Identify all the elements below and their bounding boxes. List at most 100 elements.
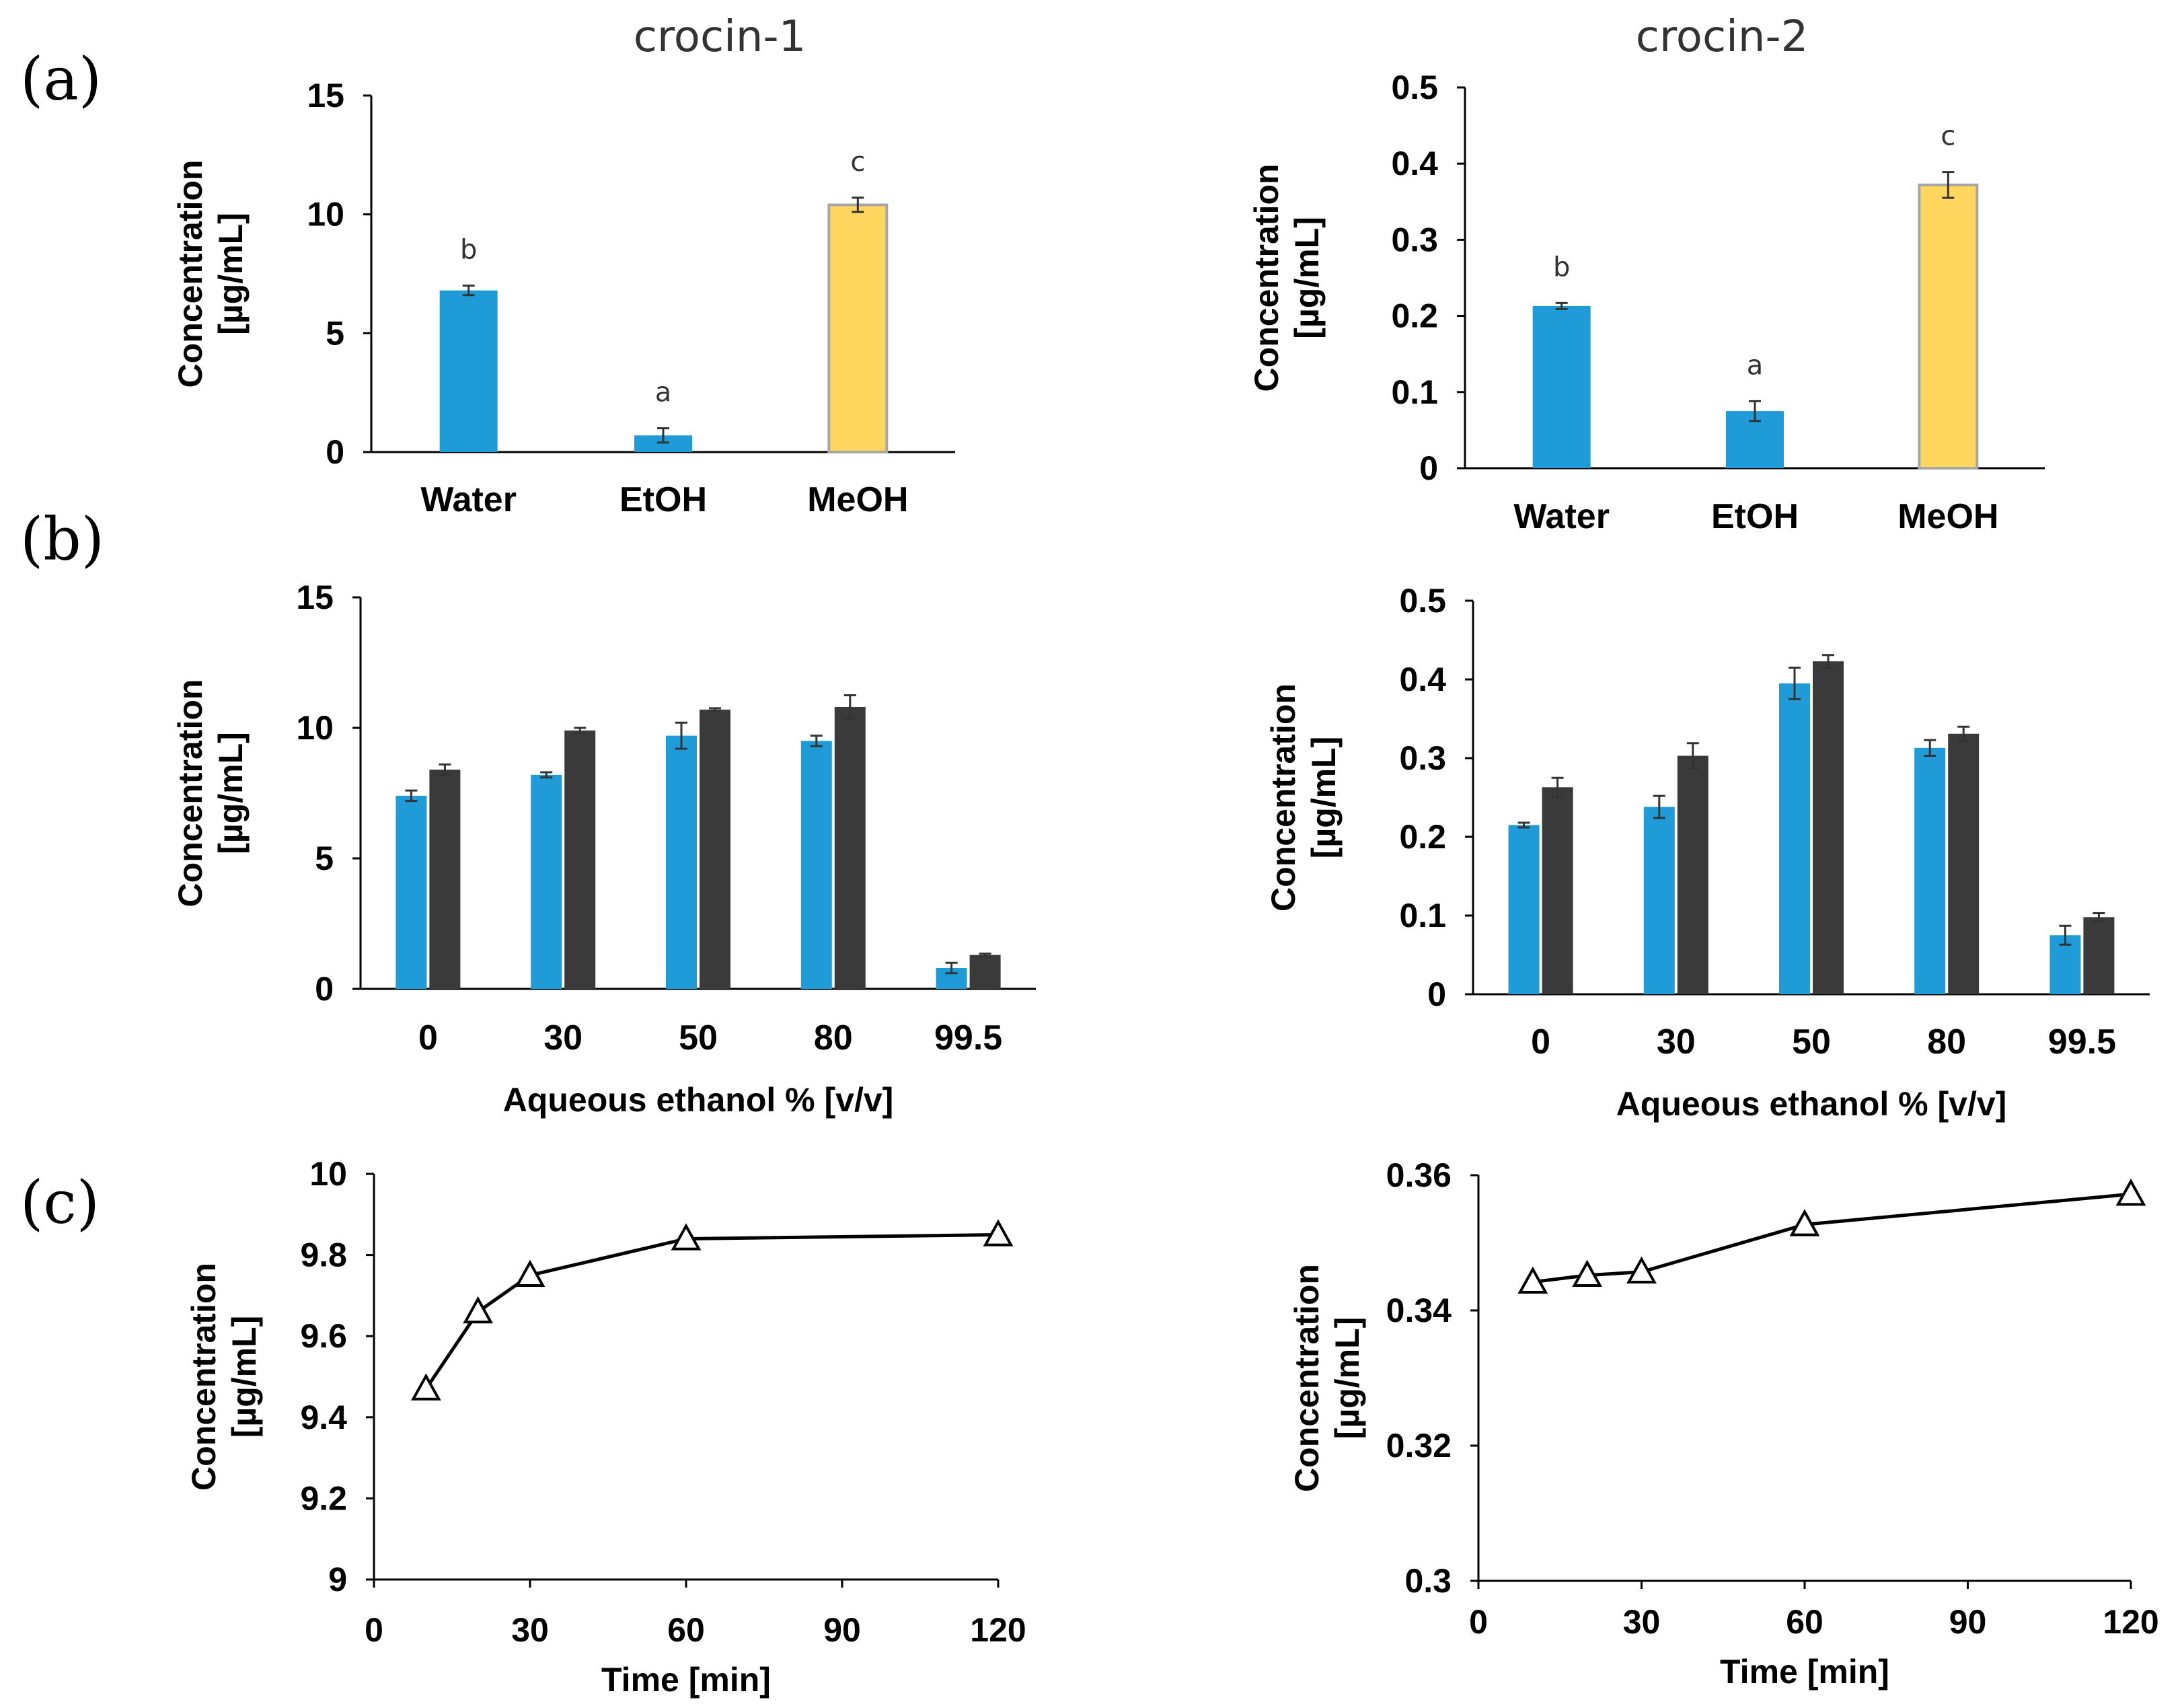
category-label: 50 xyxy=(1792,1023,1831,1062)
y-axis-label: Concentration[µg/mL] xyxy=(172,679,250,907)
x-axis-label: Aqueous ethanol % [v/v] xyxy=(503,1081,894,1119)
y-tick-label: 9.2 xyxy=(300,1479,347,1517)
x-tick-label: 60 xyxy=(1786,1603,1823,1641)
y-axis-label-line: Concentration xyxy=(172,679,209,907)
data-point-triangle xyxy=(1572,1259,1603,1287)
y-tick-label: 10 xyxy=(307,196,344,233)
y-tick-label: 10 xyxy=(309,1155,347,1193)
x-tick-label: 0 xyxy=(365,1611,383,1649)
chart-b-crocin-1: 0 5 10 15 Concentration[µg/mL] Aqueous ethano… xyxy=(172,579,1036,1119)
bar-series-2-80 xyxy=(834,706,866,989)
y-axis-label-line: Concentration xyxy=(1265,683,1302,912)
y-tick-label: 15 xyxy=(307,77,344,114)
y-tick-label: 5 xyxy=(315,840,334,877)
y-tick-label: 0 xyxy=(1419,449,1438,487)
y-tick-label: 0 xyxy=(315,970,334,1008)
category-label: 99.5 xyxy=(2048,1023,2116,1062)
data-point-triangle xyxy=(671,1223,702,1251)
x-tick-label: 30 xyxy=(511,1611,549,1649)
data-point-triangle xyxy=(515,1259,546,1287)
y-axis-label: Concentration[µg/mL] xyxy=(185,1263,263,1491)
series-line xyxy=(424,1232,999,1390)
x-tick-label: 60 xyxy=(667,1611,705,1649)
category-label: 0 xyxy=(418,1018,438,1057)
category-label: 0 xyxy=(1531,1023,1550,1062)
y-tick-label: 0.4 xyxy=(1391,145,1438,182)
panel-letter-c: (c) xyxy=(20,1168,100,1237)
y-axis-label-line: Concentration xyxy=(1248,164,1285,392)
bar-series-2-30 xyxy=(1677,755,1708,994)
y-tick-label: 0.36 xyxy=(1386,1156,1452,1194)
bar-series-2-0 xyxy=(1542,787,1573,994)
y-tick-label: 0.32 xyxy=(1386,1427,1452,1464)
bar-water xyxy=(1532,305,1591,468)
category-label: Water xyxy=(1513,497,1610,536)
bar-water xyxy=(439,290,498,452)
x-tick-label: 120 xyxy=(2103,1603,2158,1641)
bar-series-1-50 xyxy=(1779,683,1810,994)
x-axis-label: Time [min] xyxy=(601,1661,771,1699)
y-tick-label: 9.4 xyxy=(300,1399,347,1436)
x-tick-label: 0 xyxy=(1469,1603,1488,1641)
column-title-crocin-2: crocin-2 xyxy=(1636,12,1809,62)
chart-b-crocin-2: 0 0.1 0.2 0.3 0.4 0.5 Concentration[µg/mL] Aque… xyxy=(1265,582,2150,1123)
y-tick-label: 5 xyxy=(326,314,344,352)
series-line xyxy=(1532,1192,2132,1284)
x-tick-label: 30 xyxy=(1623,1603,1661,1641)
y-axis-label-line: [µg/mL] xyxy=(212,732,250,854)
column-title-crocin-1: crocin-1 xyxy=(634,12,806,62)
y-axis-label: Concentration[µg/mL] xyxy=(1265,683,1343,912)
y-tick-label: 0 xyxy=(326,433,344,471)
y-tick-label: 9.8 xyxy=(300,1236,347,1274)
y-axis-label-line: Concentration xyxy=(172,160,209,388)
bar-series-2-80 xyxy=(1948,733,1980,994)
significance-letter: b xyxy=(460,235,477,266)
y-tick-label: 0 xyxy=(1427,975,1446,1013)
bar-series-1-0 xyxy=(1508,825,1540,994)
y-tick-label: 0.1 xyxy=(1399,897,1446,934)
x-tick-label: 120 xyxy=(970,1611,1026,1649)
x-axis-label: Time [min] xyxy=(1720,1653,1889,1691)
x-tick-label: 90 xyxy=(823,1611,861,1649)
bar-series-2-50 xyxy=(700,709,730,989)
y-tick-label: 9 xyxy=(328,1561,347,1598)
y-axis-label-line: [µg/mL] xyxy=(1328,1317,1366,1440)
y-tick-label: 0.1 xyxy=(1391,373,1438,411)
significance-letter: c xyxy=(850,147,865,178)
y-tick-label: 0.3 xyxy=(1399,739,1446,777)
category-label: 80 xyxy=(1927,1023,1966,1062)
y-axis-label: Concentration[µg/mL] xyxy=(1288,1264,1366,1492)
y-axis-label-line: [µg/mL] xyxy=(225,1316,263,1438)
panel-letter-a: (a) xyxy=(20,44,102,114)
y-tick-label: 10 xyxy=(296,709,334,747)
bar-series-2-50 xyxy=(1813,661,1844,994)
x-tick-label: 90 xyxy=(1949,1603,1987,1641)
category-label: 30 xyxy=(543,1018,582,1057)
y-tick-label: 15 xyxy=(296,579,334,616)
y-axis-label: Concentration[µg/mL] xyxy=(172,160,250,388)
data-point-triangle xyxy=(410,1373,441,1401)
bar-meoh xyxy=(1918,183,1979,470)
significance-letter: c xyxy=(1941,121,1955,152)
y-tick-label: 0.34 xyxy=(1386,1292,1452,1329)
y-axis-label-line: Concentration xyxy=(1288,1264,1326,1492)
category-label: EtOH xyxy=(1711,497,1799,536)
bar-series-2-30 xyxy=(564,730,596,989)
y-tick-label: 0.3 xyxy=(1404,1562,1452,1600)
chart-c-crocin-1: 9 9.2 9.4 9.6 9.8 10 Concentration[µg/mL] Time … xyxy=(185,1155,1026,1699)
chart-a-crocin-2: 0 0.1 0.2 0.3 0.4 0.5 Concentration[µg/mL] b Wat… xyxy=(1248,69,2045,536)
category-label: EtOH xyxy=(619,480,707,519)
bar-series-1-80 xyxy=(800,741,832,989)
y-axis-label-line: [µg/mL] xyxy=(1288,217,1326,339)
bar-series-1-0 xyxy=(396,795,427,989)
category-label: 80 xyxy=(814,1018,853,1057)
y-tick-label: 0.4 xyxy=(1399,661,1446,698)
category-label: Water xyxy=(420,480,517,519)
y-tick-label: 0.5 xyxy=(1399,582,1446,620)
data-point-triangle xyxy=(1517,1266,1548,1294)
bar-series-2-0 xyxy=(429,770,461,989)
y-tick-label: 0.5 xyxy=(1391,69,1438,106)
y-axis-label-line: Concentration xyxy=(185,1263,223,1491)
significance-letter: a xyxy=(655,377,672,408)
chart-c-crocin-2: 0.3 0.32 0.34 0.36 Concentration[µg/mL] Time … xyxy=(1288,1156,2159,1691)
